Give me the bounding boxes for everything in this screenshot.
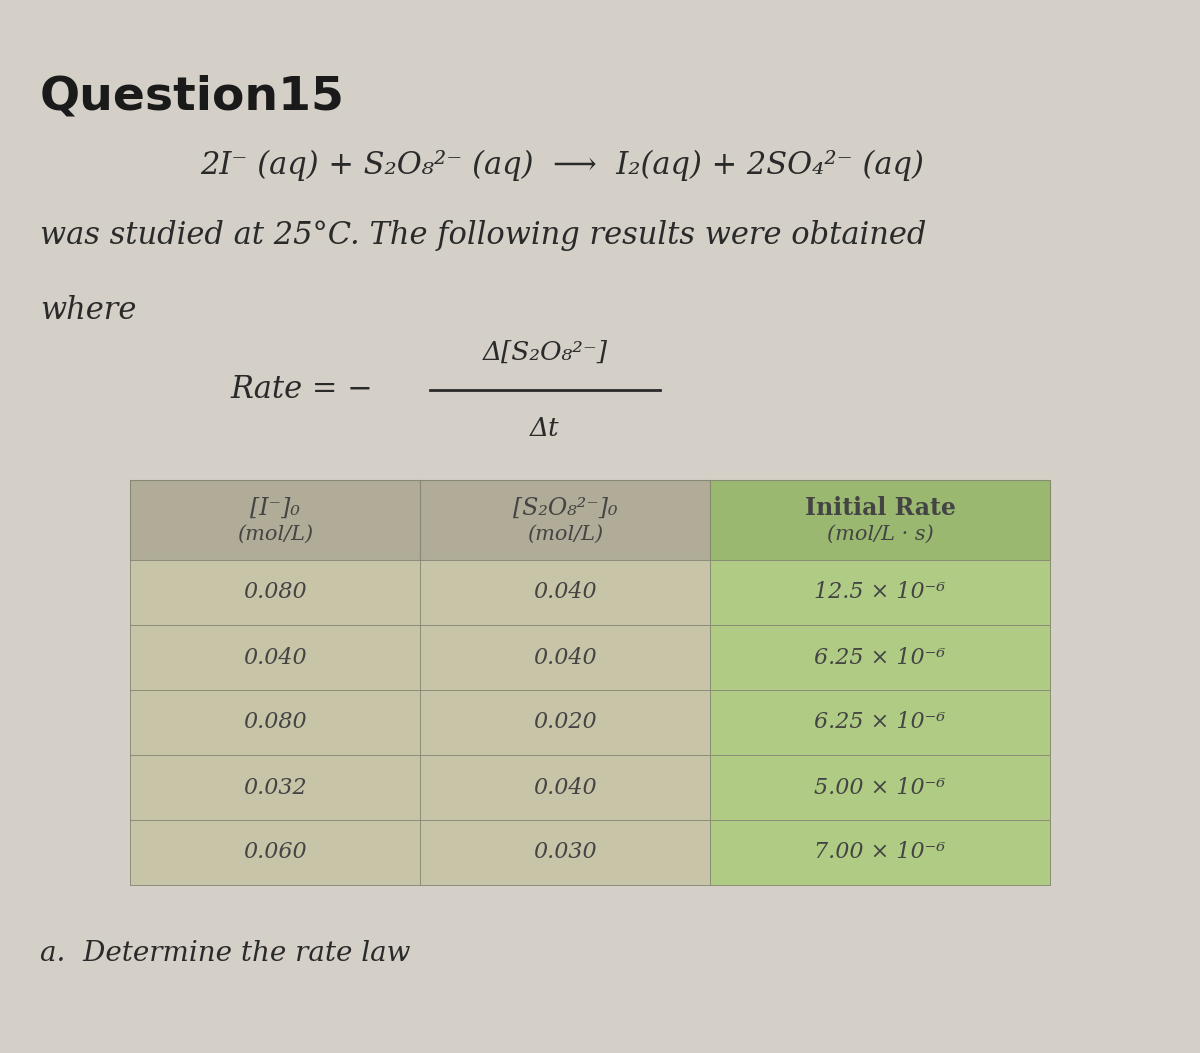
Bar [420,480,710,560]
Bar [710,690,1050,755]
Text: Question15: Question15 [40,75,344,120]
Text: Initial Rate: Initial Rate [804,496,955,520]
Bar [420,560,710,625]
Bar [710,480,1050,560]
Bar [130,690,420,755]
Bar [710,820,1050,885]
Text: 0.040: 0.040 [533,581,596,603]
Text: 0.040: 0.040 [533,647,596,669]
Text: [S₂O₈²⁻]₀: [S₂O₈²⁻]₀ [512,497,617,519]
Bar [710,755,1050,820]
Text: (mol/L · s): (mol/L · s) [827,524,934,543]
Text: was studied at 25°C. The following results were obtained: was studied at 25°C. The following resul… [40,220,926,251]
Bar [130,755,420,820]
Text: Rate = −: Rate = − [230,375,373,405]
Text: 0.032: 0.032 [244,776,307,798]
Text: 12.5 × 10⁻⁶: 12.5 × 10⁻⁶ [815,581,946,603]
Text: 5.00 × 10⁻⁶: 5.00 × 10⁻⁶ [815,776,946,798]
Bar [130,625,420,690]
Text: 0.040: 0.040 [244,647,307,669]
Text: 0.020: 0.020 [533,712,596,734]
Text: [I⁻]₀: [I⁻]₀ [250,497,300,519]
Bar [420,690,710,755]
Bar [130,480,420,560]
Text: where: where [40,295,137,326]
Text: 7.00 × 10⁻⁶: 7.00 × 10⁻⁶ [815,841,946,863]
Text: 2I⁻ (aq) + S₂O₈²⁻ (aq)  ⟶  I₂(aq) + 2SO₄²⁻ (aq): 2I⁻ (aq) + S₂O₈²⁻ (aq) ⟶ I₂(aq) + 2SO₄²⁻… [200,150,924,181]
Text: 0.060: 0.060 [244,841,307,863]
Text: Δ[S₂O₈²⁻]: Δ[S₂O₈²⁻] [482,339,607,364]
Text: (mol/L): (mol/L) [236,524,313,543]
Bar [420,820,710,885]
Text: 6.25 × 10⁻⁶: 6.25 × 10⁻⁶ [815,647,946,669]
Text: 0.040: 0.040 [533,776,596,798]
Bar [420,755,710,820]
Text: a.  Determine the rate law: a. Determine the rate law [40,940,410,967]
Bar [710,560,1050,625]
Bar [130,820,420,885]
Text: 0.030: 0.030 [533,841,596,863]
Text: 0.080: 0.080 [244,712,307,734]
Bar [710,625,1050,690]
Text: 0.080: 0.080 [244,581,307,603]
Bar [420,625,710,690]
Bar [130,560,420,625]
Text: (mol/L): (mol/L) [527,524,604,543]
Text: Δt: Δt [530,416,560,440]
Text: 6.25 × 10⁻⁶: 6.25 × 10⁻⁶ [815,712,946,734]
